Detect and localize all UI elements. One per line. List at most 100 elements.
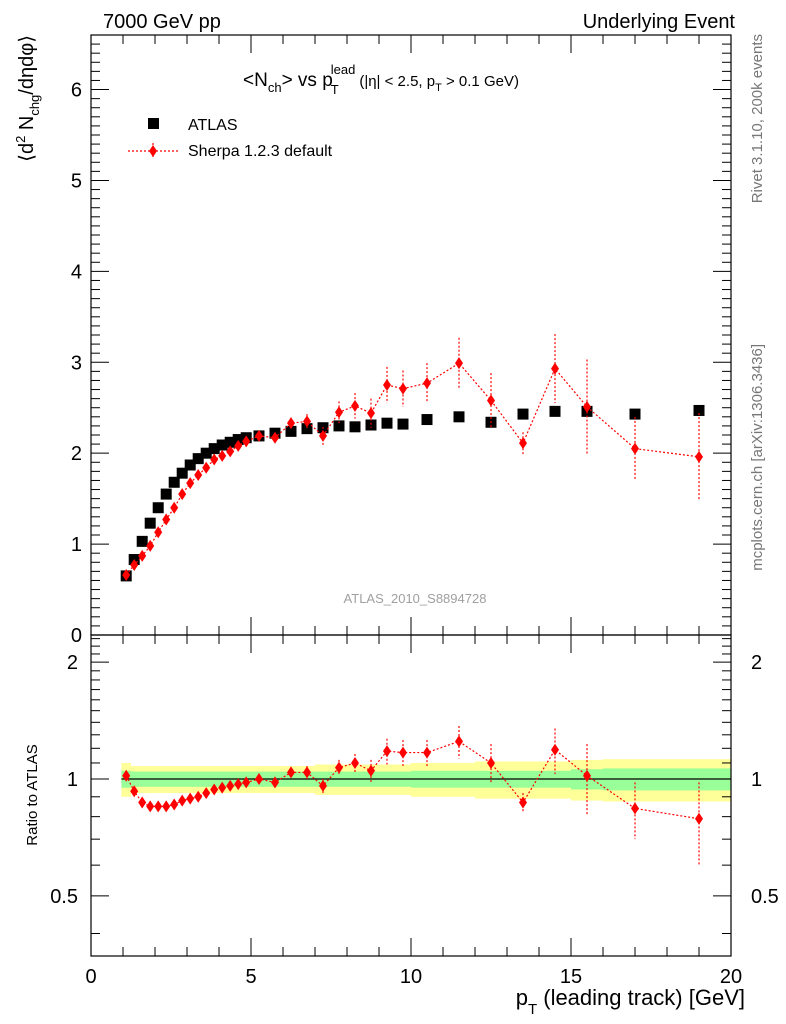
- sherpa-point: [154, 526, 163, 539]
- header-left: 7000 GeV pp: [103, 11, 221, 33]
- sherpa-point: [130, 559, 139, 571]
- sherpa-point: [487, 394, 495, 407]
- atlas-point: [216, 439, 228, 451]
- main-panel: 0 1 2 3 4 5 6 <Nch> vs pTlead(|η| < 2.5, pT > …: [13, 34, 732, 647]
- legend-label-atlas: ATLAS: [188, 117, 238, 134]
- sherpa-point: [162, 513, 171, 526]
- ratio-sherpa-point: [287, 766, 295, 779]
- main-ytick-label: 5: [71, 170, 82, 192]
- atlas-point: [192, 453, 204, 465]
- sherpa-point: [423, 377, 431, 390]
- ratio-sherpa-point: [242, 776, 251, 789]
- sherpa-line: [125, 362, 700, 576]
- sherpa-point: [255, 429, 263, 442]
- legend-marker-sherpa: [149, 145, 157, 157]
- atlas-point: [381, 417, 393, 429]
- sherpa-point: [399, 382, 407, 395]
- atlas-point: [365, 419, 377, 431]
- sherpa-point: [202, 461, 211, 474]
- ratio-sherpa-point: [319, 779, 327, 792]
- atlas-point: [136, 535, 148, 547]
- sherpa-point: [194, 469, 203, 481]
- ratio-sherpa-point: [583, 769, 591, 782]
- atlas-point: [176, 467, 188, 479]
- sherpa-point: [695, 450, 703, 463]
- main-title: <Nch> vs pTlead(|η| < 2.5, pT > 0.1 GeV): [243, 62, 519, 97]
- ratio-sherpa-point: [218, 781, 227, 794]
- main-ytick-label: 4: [71, 261, 82, 283]
- sherpa-point: [351, 399, 359, 412]
- sherpa-point: [383, 379, 391, 391]
- ratio-sherpa-point: [271, 776, 279, 789]
- legend-marker-atlas: [148, 118, 159, 129]
- sherpa-point: [186, 477, 195, 490]
- ratio-sherpa-point: [130, 785, 139, 798]
- ratio-panel: 0 5 10 15 20 0.5 0.5 1 1 2 2 Ratio to ATLAS pT (le…: [24, 634, 779, 1018]
- ratio-sherpa-point: [162, 800, 171, 813]
- main-ylabel: ⟨d2 Nchg/dηdφ⟩: [13, 35, 42, 162]
- sherpa-point: [551, 362, 559, 375]
- atlas-point: [184, 459, 196, 471]
- sherpa-point: [367, 407, 375, 420]
- x-tick-label: 5: [245, 966, 256, 988]
- atlas-point: [200, 447, 212, 459]
- ratio-sherpa-point: [226, 779, 235, 792]
- atlas-point: [224, 436, 236, 448]
- ratio-sherpa-point: [138, 796, 147, 809]
- x-tick-label: 15: [560, 966, 582, 988]
- x-tick-label: 20: [720, 966, 742, 988]
- ratio-ytick-label: 2: [67, 652, 78, 674]
- sherpa-point: [455, 357, 463, 370]
- atlas-point: [232, 434, 244, 446]
- sherpa-point: [242, 435, 251, 448]
- ratio-sherpa-point: [367, 764, 375, 777]
- atlas-point: [208, 443, 220, 455]
- x-tick-label: 0: [85, 966, 96, 988]
- ratio-ylabel: Ratio to ATLAS: [24, 744, 41, 845]
- ratio-sherpa-point: [487, 756, 495, 769]
- sherpa-point: [146, 539, 155, 552]
- main-ytick-label: 3: [71, 352, 82, 374]
- ratio-sherpa-point: [399, 746, 407, 759]
- main-ytick-label: 1: [71, 534, 82, 556]
- atlas-point: [397, 418, 409, 430]
- sherpa-point: [631, 442, 639, 455]
- atlas-point: [349, 421, 361, 433]
- sherpa-point: [287, 417, 295, 430]
- legend-label-sherpa: Sherpa 1.2.3 default: [188, 143, 333, 160]
- ratio-sherpa-point: [122, 769, 131, 782]
- sherpa-point: [138, 549, 147, 562]
- rivet-label: Rivet 3.1.10, 200k events: [749, 34, 766, 203]
- atlas-point: [421, 414, 433, 426]
- ratio-sherpa-point: [455, 735, 463, 748]
- sherpa-point: [583, 400, 591, 413]
- atlas-point: [144, 517, 156, 529]
- ratio-sherpa-point: [146, 800, 155, 813]
- mcplots-label: mcplots.cern.ch [arXiv:1306.3436]: [749, 344, 766, 571]
- main-ytick-label: 2: [71, 443, 82, 465]
- ratio-sherpa-point: [154, 800, 163, 813]
- x-tick-label: 10: [400, 966, 422, 988]
- ratio-sherpa-point: [383, 745, 391, 758]
- analysis-watermark: ATLAS_2010_S8894728: [344, 591, 487, 606]
- ratio-ytick-label-right: 2: [751, 652, 762, 674]
- atlas-point: [301, 423, 313, 435]
- atlas-point: [693, 404, 705, 416]
- ratio-sherpa-point: [194, 790, 203, 803]
- ratio-sherpa-point: [631, 802, 639, 815]
- sherpa-point: [178, 488, 187, 501]
- sherpa-point: [122, 569, 131, 581]
- ratio-sherpa-point: [170, 798, 179, 811]
- header-right: Underlying Event: [583, 11, 736, 33]
- ratio-sherpa-point: [234, 778, 243, 791]
- ratio-ytick-label-right: 1: [751, 769, 762, 791]
- ratio-sherpa-point: [303, 766, 311, 779]
- atlas-point: [160, 488, 172, 500]
- ratio-sherpa-point: [519, 796, 527, 809]
- ratio-sherpa-point: [551, 743, 559, 756]
- legend: ATLAS Sherpa 1.2.3 default: [128, 117, 333, 160]
- sherpa-point: [319, 429, 327, 442]
- ratio-sherpa-point: [351, 756, 359, 769]
- sherpa-point: [519, 437, 527, 450]
